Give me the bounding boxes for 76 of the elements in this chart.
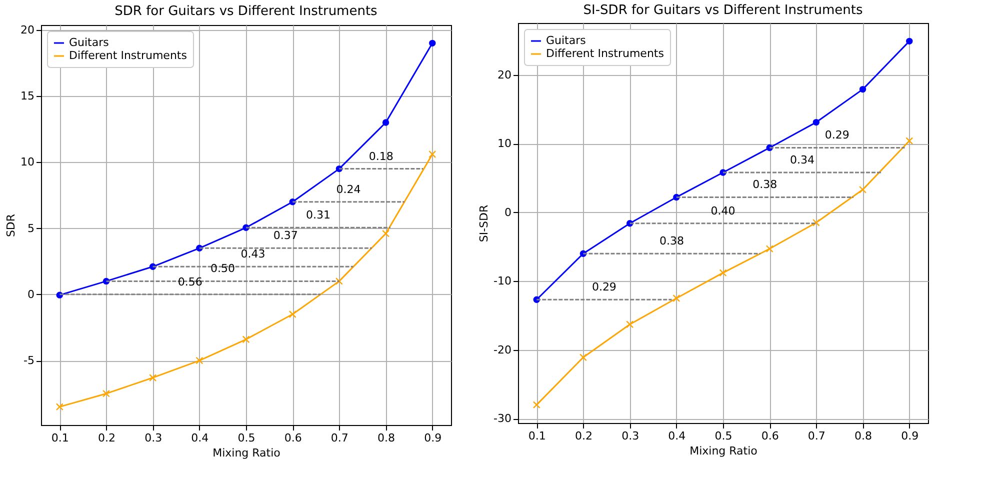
point bbox=[812, 218, 820, 226]
y-tick-label: -20 bbox=[494, 343, 512, 356]
y-tick-label: 15 bbox=[20, 90, 34, 103]
legend-label: Different Instruments bbox=[69, 49, 188, 62]
annotation: 0.18 bbox=[368, 150, 394, 163]
annotation: 0.40 bbox=[710, 204, 736, 218]
point bbox=[859, 186, 867, 194]
point bbox=[429, 40, 436, 47]
x-tick-label: 0.7 bbox=[330, 432, 348, 444]
x-tick-label: 0.9 bbox=[901, 430, 919, 442]
annotation: 0.50 bbox=[210, 262, 235, 276]
y-tick-label: -10 bbox=[494, 274, 512, 288]
annotation: 0.38 bbox=[660, 234, 684, 248]
point bbox=[672, 294, 680, 302]
chart-title: SDR for Guitars vs Different Instruments bbox=[114, 4, 378, 19]
point bbox=[196, 356, 204, 364]
point bbox=[532, 401, 540, 409]
y-tick-label: 20 bbox=[20, 23, 34, 36]
point bbox=[242, 336, 250, 344]
annotation: 0.31 bbox=[306, 208, 330, 222]
x-tick-label: 0.7 bbox=[808, 430, 826, 442]
point bbox=[906, 38, 913, 45]
point bbox=[288, 310, 296, 318]
x-tick-label: 0.4 bbox=[191, 432, 209, 444]
point bbox=[859, 86, 866, 93]
x-axis-title: Mixing Ratio bbox=[690, 444, 758, 458]
legend-label: Guitars bbox=[546, 34, 586, 47]
x-tick-label: 0.9 bbox=[424, 432, 442, 444]
annotation: 0.56 bbox=[178, 275, 202, 288]
y-axis-title: SI-SDR bbox=[478, 204, 491, 242]
point bbox=[719, 269, 727, 277]
point bbox=[56, 403, 64, 411]
point bbox=[335, 277, 343, 285]
y-tick-label: 10 bbox=[498, 137, 512, 150]
x-tick-label: 0.3 bbox=[144, 432, 162, 444]
y-axis-title: SDR bbox=[4, 214, 18, 238]
y-tick-label: 0 bbox=[504, 206, 512, 219]
point bbox=[906, 137, 914, 145]
x-tick-label: 0.8 bbox=[378, 432, 396, 444]
x-tick-label: 0.5 bbox=[238, 432, 256, 444]
point bbox=[149, 374, 157, 382]
chart-title: SI-SDR for Guitars vs Different Instruments bbox=[583, 3, 863, 18]
y-tick-label: 5 bbox=[28, 222, 34, 235]
x-tick-label: 0.3 bbox=[622, 430, 640, 442]
point bbox=[626, 320, 634, 328]
x-tick-label: 0.1 bbox=[51, 432, 69, 444]
annotation: 0.29 bbox=[824, 128, 850, 142]
y-tick-label: -30 bbox=[494, 412, 512, 426]
y-tick-label: 0 bbox=[28, 288, 34, 301]
point bbox=[812, 118, 820, 126]
x-tick-label: 0.2 bbox=[98, 432, 116, 444]
x-tick-label: 0.2 bbox=[574, 430, 592, 442]
annotation: 0.38 bbox=[752, 178, 778, 192]
point bbox=[382, 119, 390, 126]
y-tick-label: 20 bbox=[498, 68, 512, 82]
annotation: 0.37 bbox=[273, 229, 298, 242]
annotation: 0.29 bbox=[592, 280, 616, 294]
x-tick-label: 0.6 bbox=[761, 430, 779, 442]
point bbox=[428, 150, 436, 158]
annotation: 0.24 bbox=[336, 182, 361, 196]
y-tick-label: -5 bbox=[24, 354, 34, 368]
x-tick-label: 0.6 bbox=[284, 432, 302, 444]
annotation: 0.34 bbox=[790, 153, 814, 166]
legend-label: Different Instruments bbox=[546, 47, 664, 60]
annotation: 0.43 bbox=[240, 248, 266, 261]
x-tick-label: 0.8 bbox=[854, 430, 872, 442]
legend-label: Guitars bbox=[69, 36, 110, 49]
x-tick-label: 0.1 bbox=[528, 430, 546, 442]
x-tick-label: 0.4 bbox=[668, 430, 686, 442]
point bbox=[579, 354, 587, 362]
point bbox=[382, 230, 390, 238]
x-tick-label: 0.5 bbox=[714, 430, 732, 442]
point bbox=[102, 390, 110, 398]
y-tick-label: 10 bbox=[20, 156, 34, 169]
point bbox=[766, 245, 774, 253]
x-axis-title: Mixing Ratio bbox=[212, 446, 281, 460]
